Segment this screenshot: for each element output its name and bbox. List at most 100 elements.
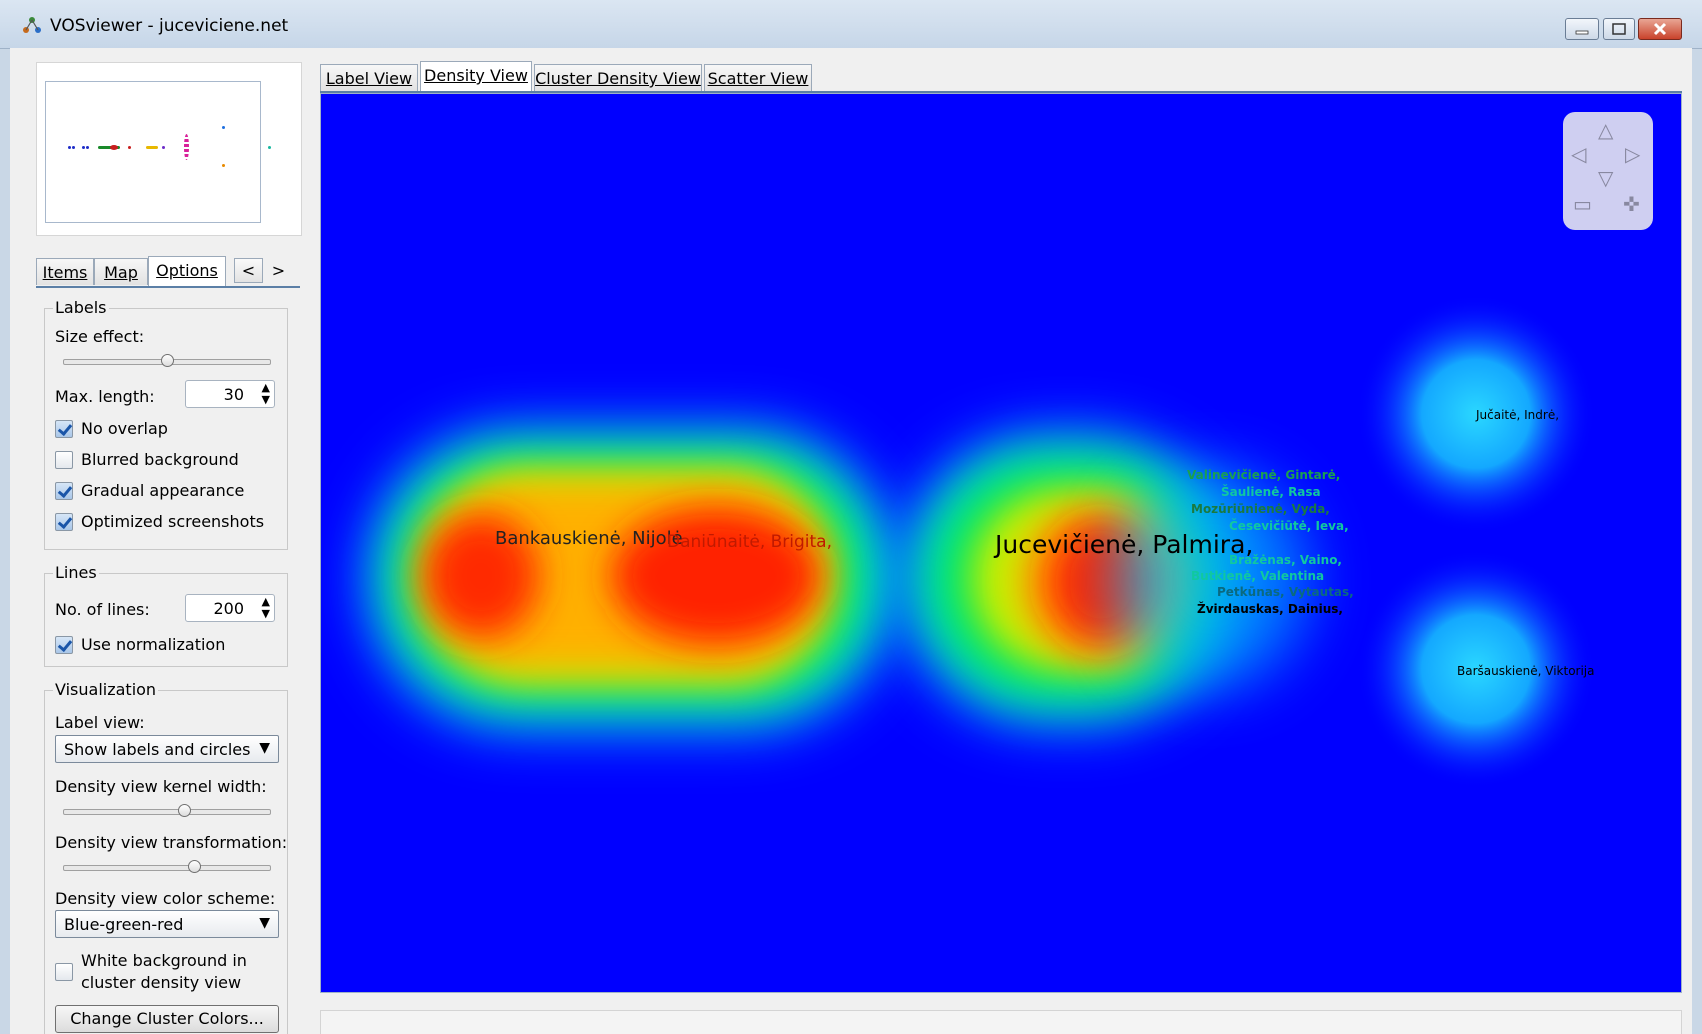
color-scheme-label: Density view color scheme: — [55, 889, 276, 908]
author-label[interactable]: Baršauskienė, Viktorija — [1457, 664, 1595, 678]
density-blob-left — [371, 434, 891, 724]
kernel-width-slider-knob[interactable] — [178, 804, 191, 817]
kernel-width-slider[interactable] — [63, 804, 271, 817]
pan-down-icon[interactable]: ▽ — [1598, 166, 1614, 190]
use-normalization-checkbox[interactable] — [55, 636, 73, 654]
label-view-select[interactable]: Show labels and circles ▼ — [55, 735, 279, 763]
author-label[interactable]: Bankauskienė, Nijolė — [495, 528, 683, 549]
overview-dot — [222, 164, 225, 167]
tab-label-view[interactable]: Label View — [320, 64, 418, 91]
max-length-label: Max. length: — [55, 387, 155, 406]
tab-scroll-right-button[interactable]: > — [271, 261, 286, 280]
restore-icon — [1612, 23, 1626, 35]
author-label[interactable]: Butkienė, Valentina — [1191, 569, 1325, 583]
max-length-spinner[interactable]: 30 ▲ ▼ — [185, 380, 275, 408]
minimize-button[interactable] — [1565, 18, 1599, 40]
size-effect-slider-knob[interactable] — [161, 354, 174, 367]
white-background-label-line1: White background in — [81, 951, 247, 970]
label-view-label: Label view: — [55, 713, 145, 732]
pan-left-icon[interactable]: ◁ — [1571, 142, 1587, 166]
max-length-value: 30 — [223, 385, 244, 404]
author-label[interactable]: Daniūnaitė, Brigita, — [667, 532, 833, 552]
change-cluster-colors-button[interactable]: Change Cluster Colors... — [55, 1005, 279, 1033]
overview-dot — [184, 134, 189, 160]
view-tab-underline — [320, 91, 1682, 93]
overview-dot — [98, 146, 120, 149]
no-of-lines-label: No. of lines: — [55, 600, 150, 619]
overview-dot — [268, 146, 271, 149]
author-label[interactable]: Šaulienė, Rasa — [1221, 485, 1321, 499]
tab-items[interactable]: Items — [36, 258, 94, 285]
author-label[interactable]: Petkūnas, Vytautas, — [1217, 585, 1354, 599]
tab-map[interactable]: Map — [94, 258, 148, 285]
density-heatmap — [371, 294, 1596, 789]
gradual-appearance-checkbox[interactable] — [55, 482, 73, 500]
gradual-appearance-label: Gradual appearance — [81, 481, 245, 500]
author-label[interactable]: Jucevičienė, Palmira, — [995, 530, 1254, 559]
chevron-down-icon: ▼ — [259, 915, 270, 931]
use-normalization-label: Use normalization — [81, 635, 226, 654]
labels-group: Labels Size effect: Max. length: 30 ▲ ▼ N… — [44, 298, 288, 550]
overview-map[interactable] — [45, 81, 271, 223]
overview-dot — [162, 146, 165, 149]
overview-dot — [128, 146, 131, 149]
tab-scatter-view[interactable]: Scatter View — [704, 64, 812, 91]
close-icon — [1653, 22, 1667, 36]
client-area: Items Map Options < > Labels Size effect… — [10, 48, 1692, 1034]
optimized-screenshots-label: Optimized screenshots — [81, 512, 265, 531]
optimized-screenshots-checkbox[interactable] — [55, 513, 73, 531]
density-spot-right — [1356, 294, 1596, 789]
author-label[interactable]: Bražėnas, Vaino, — [1229, 553, 1342, 567]
vosviewer-app-icon — [23, 17, 41, 33]
pan-up-icon[interactable]: △ — [1598, 118, 1614, 142]
zoom-in-icon[interactable]: ✜ — [1623, 192, 1640, 216]
maximize-button[interactable] — [1603, 18, 1635, 40]
author-label[interactable]: Česevičiūtė, Ieva, — [1229, 519, 1349, 533]
overview-dot — [68, 146, 71, 149]
tab-cluster-density-view[interactable]: Cluster Density View — [534, 64, 702, 91]
author-label[interactable]: Jučaitė, Indrė, — [1476, 408, 1560, 422]
size-effect-label: Size effect: — [55, 327, 145, 346]
transformation-label: Density view transformation: — [55, 833, 288, 852]
spinner-arrows-icon[interactable]: ▲ ▼ — [261, 381, 270, 406]
overview-dot — [146, 146, 158, 149]
size-effect-slider[interactable] — [63, 354, 271, 367]
white-background-checkbox[interactable] — [55, 963, 73, 981]
window-title: VOSviewer - juceviciene.net — [50, 16, 289, 36]
transformation-slider[interactable] — [63, 860, 271, 873]
chevron-down-icon: ▼ — [259, 740, 270, 756]
zoom-out-icon[interactable]: ▭ — [1573, 192, 1592, 216]
kernel-width-label: Density view kernel width: — [55, 777, 267, 796]
close-button[interactable] — [1638, 18, 1682, 40]
pan-right-icon[interactable]: ▷ — [1625, 142, 1641, 166]
options-panel: Labels Size effect: Max. length: 30 ▲ ▼ N… — [36, 288, 300, 1034]
tab-scroll-left-button[interactable]: < — [234, 258, 263, 283]
author-label[interactable]: Valinevičienė, Gintarė, — [1187, 468, 1341, 482]
lines-group-title: Lines — [53, 563, 99, 582]
title-bar[interactable]: VOSviewer - juceviciene.net — [0, 0, 1702, 49]
author-label[interactable]: Mozūriūnienė, Vyda, — [1191, 502, 1330, 516]
lines-group: Lines No. of lines: 200 ▲ ▼ Use normaliza… — [44, 563, 288, 667]
blurred-background-label: Blurred background — [81, 450, 239, 469]
overview-dot — [82, 146, 85, 149]
no-of-lines-spinner[interactable]: 200 ▲ ▼ — [185, 594, 275, 622]
color-scheme-select[interactable]: Blue-green-red ▼ — [55, 910, 279, 938]
transformation-slider-knob[interactable] — [188, 860, 201, 873]
author-label[interactable]: Žvirdauskas, Dainius, — [1197, 602, 1343, 616]
left-tab-underline — [36, 286, 300, 288]
visualization-group-title: Visualization — [53, 680, 159, 699]
blurred-background-checkbox[interactable] — [55, 451, 73, 469]
no-overlap-label: No overlap — [81, 419, 168, 438]
overview-dot — [222, 126, 225, 129]
tab-density-view[interactable]: Density View — [420, 61, 532, 91]
left-tabstrip: Items Map Options < > — [36, 256, 300, 286]
overview-dot — [110, 145, 118, 150]
density-map-canvas[interactable]: △ ◁ ▷ ▽ ▭ ✜ Bankauskienė, Nijolė Daniūna… — [320, 93, 1682, 993]
density-blob-center — [906, 439, 1311, 719]
no-overlap-checkbox[interactable] — [55, 420, 73, 438]
label-view-value: Show labels and circles — [64, 740, 251, 759]
tab-options[interactable]: Options — [148, 256, 226, 286]
minimize-icon — [1575, 30, 1589, 35]
spinner-arrows-icon[interactable]: ▲ ▼ — [261, 595, 270, 620]
